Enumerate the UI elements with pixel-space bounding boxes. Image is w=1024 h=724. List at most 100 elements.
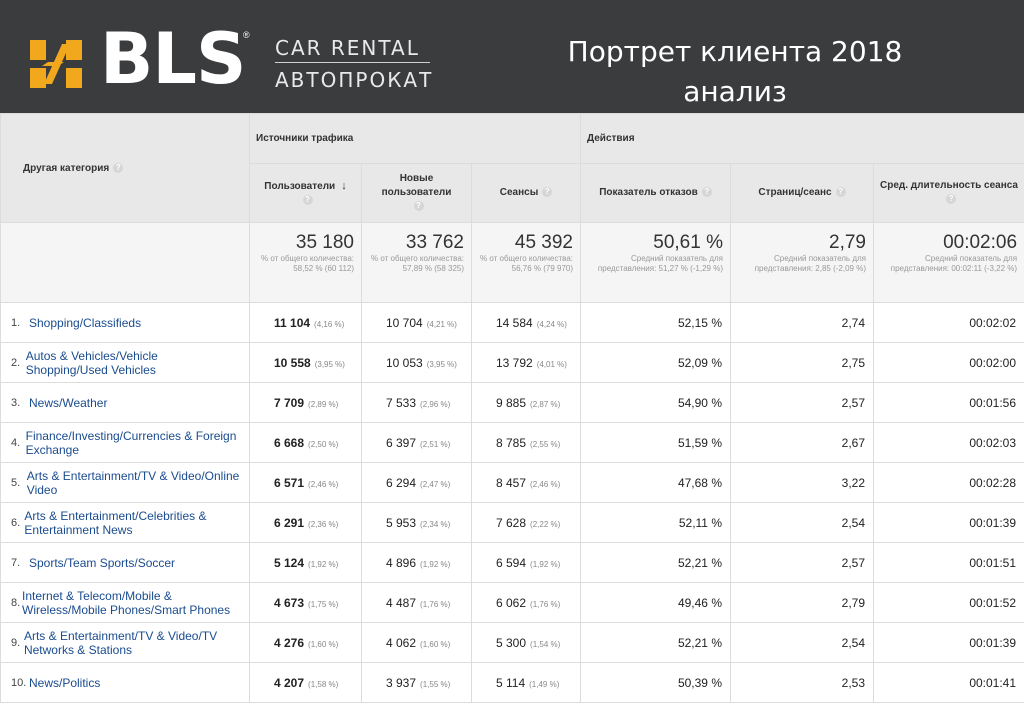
sessions-value: 6 062 xyxy=(496,595,527,610)
totals-users-note: % от общего количества: 58,52 % (60 112) xyxy=(261,254,354,273)
category-link[interactable]: News/Weather xyxy=(29,395,108,410)
category-link[interactable]: Internet & Telecom/Mobile & Wireless/Mob… xyxy=(22,588,231,617)
slide-header: BLS ® CAR RENTAL АВТОПРОКАТ Портрет клие… xyxy=(0,0,1024,113)
category-column-header[interactable]: Другая категория? xyxy=(0,113,250,223)
category-link[interactable]: Autos & Vehicles/Vehicle Shopping/Used V… xyxy=(25,348,158,377)
pages-cell: 2,54 xyxy=(730,502,874,543)
totals-pages-note: Средний показатель для представления: 2,… xyxy=(754,254,866,273)
category-link[interactable]: Arts & Entertainment/Celebrities & Enter… xyxy=(24,508,207,537)
category-cell: 5. Arts & Entertainment/TV & Video/Online… xyxy=(0,462,250,503)
new-users-percent: (1,92 %) xyxy=(420,559,451,569)
new-users-value: 10 053 xyxy=(386,355,423,370)
totals-duration-note: Средний показатель для представления: 00… xyxy=(890,254,1018,273)
users-cell: 4 673 (1,75 %) xyxy=(249,582,362,623)
category-link[interactable]: Arts & Entertainment/TV & Video/TV Netwo… xyxy=(23,628,218,657)
analytics-report: Другая категория? Источники трафика Дейс… xyxy=(0,113,1024,724)
sessions-cell: 6 594 (1,92 %) xyxy=(471,542,581,583)
help-icon[interactable]: ? xyxy=(302,194,313,205)
pages-cell: 2,53 xyxy=(730,662,874,703)
users-value: 11 104 xyxy=(274,315,311,330)
totals-duration-cell: 00:02:06 Средний показатель для представл… xyxy=(872,222,1024,303)
new-users-cell: 6 397 (2,51 %) xyxy=(361,422,472,463)
table-row: 4. Finance/Investing/Currencies & Foreign… xyxy=(0,422,1024,463)
new-users-cell: 7 533 (2,96 %) xyxy=(361,382,472,423)
help-icon[interactable]: ? xyxy=(413,201,424,212)
help-icon[interactable]: ? xyxy=(542,187,553,198)
help-icon[interactable]: ? xyxy=(835,187,846,198)
row-rank: 8. xyxy=(11,596,21,609)
totals-users: 35 180 xyxy=(295,232,354,253)
sessions-value: 5 114 xyxy=(496,675,526,690)
row-rank: 10. xyxy=(11,676,27,689)
brand-tagline-ru: АВТОПРОКАТ xyxy=(275,68,434,92)
sessions-header-label: Сеансы xyxy=(499,187,539,198)
users-percent: (3,95 %) xyxy=(314,359,345,369)
pages-cell: 2,74 xyxy=(730,302,874,343)
bounce-cell: 47,68 % xyxy=(580,462,731,503)
duration-cell: 00:01:56 xyxy=(872,382,1024,423)
users-value: 6 571 xyxy=(274,475,305,490)
sessions-value: 13 792 xyxy=(496,355,533,370)
table-row: 9. Arts & Entertainment/TV & Video/TV Net… xyxy=(0,622,1024,663)
sessions-value: 9 885 xyxy=(496,395,527,410)
row-rank: 6. xyxy=(11,516,21,529)
row-rank: 2. xyxy=(11,356,21,369)
table-row: 8. Internet & Telecom/Mobile & Wireless/M… xyxy=(0,582,1024,623)
row-rank: 7. xyxy=(11,556,21,569)
pages-cell: 2,57 xyxy=(730,382,874,423)
avg-session-duration-column-header[interactable]: Сред. длительность сеанса? xyxy=(872,163,1024,223)
brand-logo-text: BLS xyxy=(100,18,246,100)
sessions-value: 14 584 xyxy=(496,315,533,330)
category-link[interactable]: Arts & Entertainment/TV & Video/Online V… xyxy=(26,468,240,497)
new-users-value: 6 397 xyxy=(386,435,417,450)
users-value: 4 276 xyxy=(274,635,305,650)
totals-users-cell: 35 180% от общего количества: 58,52 % (6… xyxy=(249,222,362,303)
totals-new-users-cell: 33 762% от общего количества: 57,89 % (5… xyxy=(361,222,472,303)
sort-desc-icon[interactable]: ↓ xyxy=(341,179,347,192)
category-link[interactable]: Sports/Team Sports/Soccer xyxy=(29,555,176,570)
sessions-percent: (2,22 %) xyxy=(530,519,561,529)
users-cell: 6 291 (2,36 %) xyxy=(249,502,362,543)
sessions-cell: 13 792 (4,01 %) xyxy=(471,342,581,383)
category-cell: 6. Arts & Entertainment/Celebrities & Ent… xyxy=(0,502,250,543)
bounce-cell: 49,46 % xyxy=(580,582,731,623)
users-column-header[interactable]: Пользователи ↓? xyxy=(249,163,362,223)
sessions-cell: 8 785 (2,55 %) xyxy=(471,422,581,463)
duration-cell: 00:01:51 xyxy=(872,542,1024,583)
sessions-value: 7 628 xyxy=(496,515,527,530)
help-icon[interactable]: ? xyxy=(701,187,712,198)
bounce-cell: 54,90 % xyxy=(580,382,731,423)
duration-cell: 00:01:52 xyxy=(872,582,1024,623)
totals-sessions-cell: 45 392% от общего количества: 56,76 % (7… xyxy=(471,222,581,303)
pages-per-session-column-header[interactable]: Страниц/сеанс? xyxy=(730,163,874,223)
new-users-percent: (2,34 %) xyxy=(420,519,451,529)
users-cell: 6 571 (2,46 %) xyxy=(249,462,362,503)
sessions-cell: 5 300 (1,54 %) xyxy=(471,622,581,663)
category-cell: 10. News/Politics xyxy=(0,662,250,703)
bounce-cell: 50,39 % xyxy=(580,662,731,703)
new-users-percent: (3,95 %) xyxy=(426,359,457,369)
new-users-percent: (1,55 %) xyxy=(420,679,451,689)
totals-new-users: 33 762 xyxy=(405,232,464,253)
new-users-value: 3 937 xyxy=(386,675,417,690)
bounce-cell: 52,21 % xyxy=(580,622,731,663)
bounce-cell: 52,09 % xyxy=(580,342,731,383)
category-link[interactable]: Shopping/Classifieds xyxy=(29,315,142,330)
row-rank: 4. xyxy=(11,436,21,449)
sessions-percent: (4,01 %) xyxy=(536,359,567,369)
registered-mark: ® xyxy=(243,30,250,40)
help-icon[interactable]: ? xyxy=(113,162,124,173)
users-cell: 7 709 (2,89 %) xyxy=(249,382,362,423)
category-link[interactable]: News/Politics xyxy=(29,675,101,690)
bounce-rate-column-header[interactable]: Показатель отказов? xyxy=(580,163,731,223)
bounce-cell: 52,21 % xyxy=(580,542,731,583)
category-link[interactable]: Finance/Investing/Currencies & Foreign E… xyxy=(25,428,237,457)
users-percent: (2,50 %) xyxy=(308,439,339,449)
sessions-column-header[interactable]: Сеансы? xyxy=(471,163,581,223)
users-percent: (1,58 %) xyxy=(308,679,339,689)
users-percent: (1,92 %) xyxy=(308,559,339,569)
new-users-column-header[interactable]: Новые пользователи? xyxy=(361,163,472,223)
help-icon[interactable]: ? xyxy=(946,194,957,205)
table-row: 5. Arts & Entertainment/TV & Video/Online… xyxy=(0,462,1024,503)
new-users-value: 10 704 xyxy=(386,315,423,330)
